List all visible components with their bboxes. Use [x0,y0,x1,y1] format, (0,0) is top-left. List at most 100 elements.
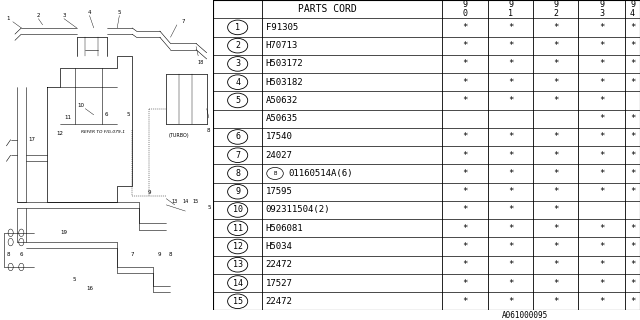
Text: *: * [553,151,558,160]
Text: *: * [630,242,636,251]
Text: REFER TO FIG.079-1: REFER TO FIG.079-1 [81,131,125,134]
Text: *: * [462,260,468,269]
Text: *: * [599,132,604,141]
Text: 4: 4 [235,78,240,87]
Text: 22472: 22472 [266,260,292,269]
Text: (TURBO): (TURBO) [168,132,189,138]
Text: A50635: A50635 [266,114,298,123]
Text: *: * [462,132,468,141]
Text: *: * [508,278,513,287]
Text: 11: 11 [65,116,72,120]
Text: 17540: 17540 [266,132,292,141]
Text: 13: 13 [172,199,178,204]
Text: 8: 8 [207,128,211,133]
Text: *: * [462,41,468,50]
Text: 5: 5 [207,205,211,211]
Text: *: * [553,96,558,105]
Text: 17595: 17595 [266,187,292,196]
Text: 7: 7 [182,19,185,24]
Text: 01160514A(6): 01160514A(6) [289,169,353,178]
Text: *: * [599,242,604,251]
Text: 16: 16 [86,286,93,291]
Text: *: * [508,187,513,196]
Text: *: * [508,224,513,233]
Text: 13: 13 [233,260,243,269]
Text: *: * [553,242,558,251]
Text: *: * [599,297,604,306]
Text: 10: 10 [77,103,84,108]
Text: *: * [630,297,636,306]
Text: *: * [508,151,513,160]
Text: *: * [508,23,513,32]
Text: 9: 9 [147,190,151,195]
Text: 9
2: 9 2 [553,0,558,18]
Text: 17: 17 [28,137,35,142]
Text: 7: 7 [235,151,240,160]
Text: *: * [630,23,636,32]
Text: 14: 14 [182,199,189,204]
Text: 15: 15 [193,199,199,204]
Text: H5034: H5034 [266,242,292,251]
Text: *: * [599,41,604,50]
Text: H506081: H506081 [266,224,303,233]
Text: *: * [553,41,558,50]
Text: 5: 5 [235,96,240,105]
Text: *: * [508,205,513,214]
Text: *: * [630,278,636,287]
Text: *: * [508,242,513,251]
Text: 5: 5 [126,112,130,117]
Text: 5: 5 [73,277,76,282]
Text: 9
4: 9 4 [630,0,635,18]
Text: 9
1: 9 1 [508,0,513,18]
Text: *: * [462,23,468,32]
Text: *: * [599,60,604,68]
Text: 12: 12 [233,242,243,251]
Text: *: * [599,278,604,287]
Text: *: * [508,78,513,87]
Text: *: * [508,132,513,141]
Text: *: * [599,260,604,269]
Text: 092311504(2): 092311504(2) [266,205,330,214]
Text: *: * [553,224,558,233]
Text: 6: 6 [20,252,23,257]
Text: 15: 15 [233,297,243,306]
Text: *: * [599,78,604,87]
Text: 9: 9 [235,187,240,196]
Text: 8: 8 [235,169,240,178]
Text: *: * [630,224,636,233]
Text: *: * [508,169,513,178]
Text: *: * [630,41,636,50]
Text: *: * [553,260,558,269]
Text: H503182: H503182 [266,78,303,87]
Text: *: * [508,60,513,68]
Text: 10: 10 [233,205,243,214]
Text: *: * [553,78,558,87]
Text: *: * [553,205,558,214]
Text: *: * [508,297,513,306]
Text: *: * [630,169,636,178]
Text: *: * [630,78,636,87]
Text: 2: 2 [36,13,40,18]
Text: *: * [553,132,558,141]
Text: *: * [553,297,558,306]
Text: *: * [599,96,604,105]
Text: *: * [630,60,636,68]
Text: 3: 3 [62,13,66,18]
Text: 9: 9 [158,252,161,257]
Text: PARTS CORD: PARTS CORD [298,4,356,14]
Text: *: * [553,169,558,178]
Text: 17527: 17527 [266,278,292,287]
Text: *: * [553,23,558,32]
Text: *: * [462,205,468,214]
Text: *: * [630,151,636,160]
Text: *: * [462,151,468,160]
Text: 9
0: 9 0 [463,0,467,18]
Text: A50632: A50632 [266,96,298,105]
Text: *: * [553,187,558,196]
Text: *: * [553,60,558,68]
Text: H503172: H503172 [266,60,303,68]
Text: 24027: 24027 [266,151,292,160]
Text: 19: 19 [60,230,67,235]
Text: 7: 7 [131,252,134,257]
Text: 22472: 22472 [266,297,292,306]
